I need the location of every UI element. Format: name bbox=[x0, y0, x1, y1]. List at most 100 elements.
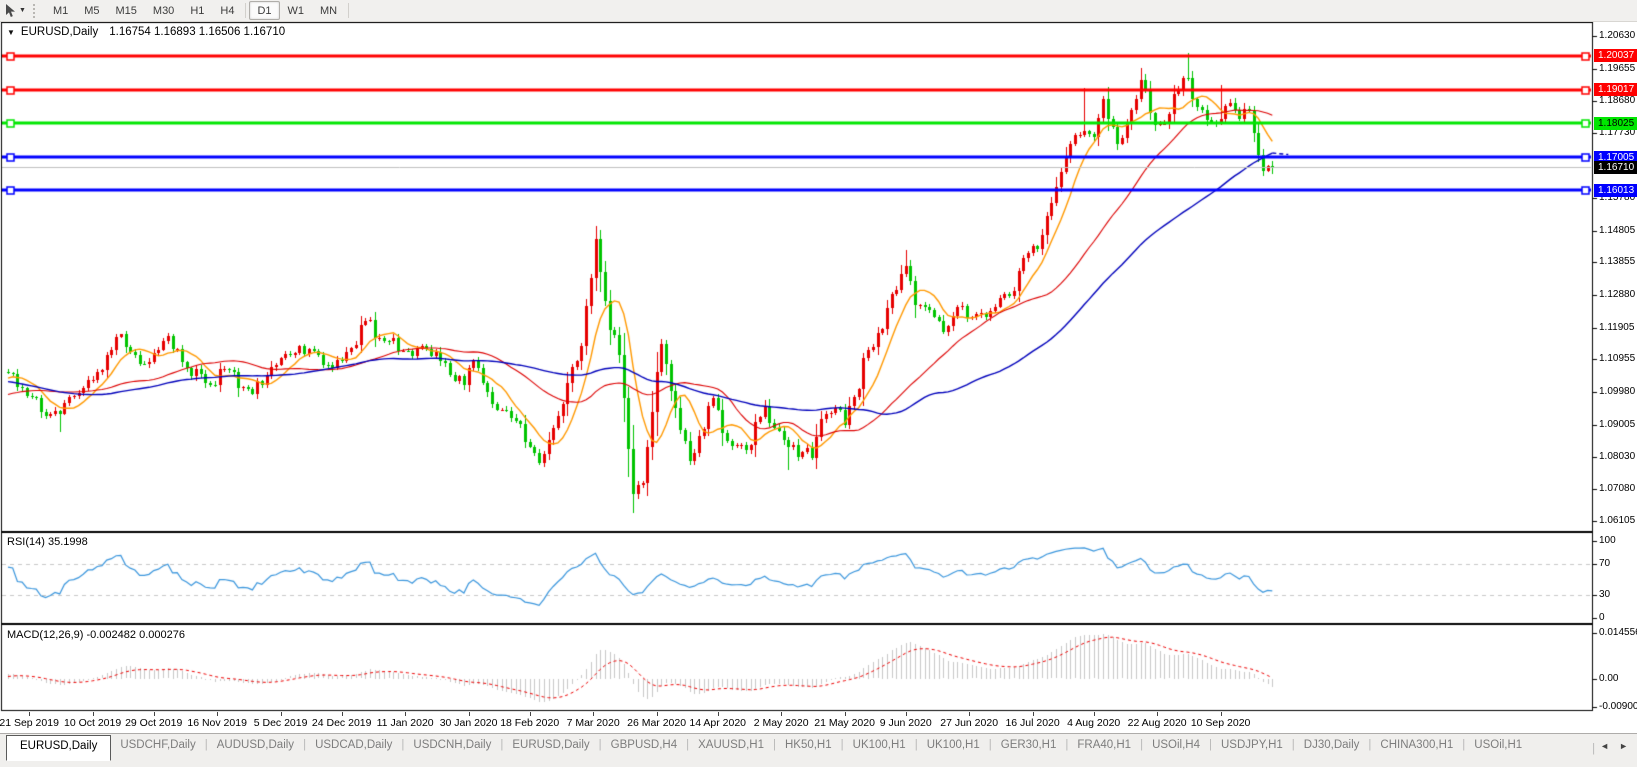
chart-tab-usdcad-daily[interactable]: USDCAD,Daily bbox=[315, 739, 393, 751]
date-tick-mark bbox=[906, 712, 907, 716]
chart-tab-audusd-daily[interactable]: AUDUSD,Daily bbox=[216, 739, 295, 751]
price-level-badge: 1.17005 bbox=[1594, 150, 1637, 164]
chart-tabs: EURUSD,Daily USDCHF,Daily | AUDUSD,Daily | US… bbox=[6, 734, 1531, 761]
chart-tab-ger30-h1[interactable]: GER30,H1 bbox=[1000, 739, 1057, 751]
date-tick-mark bbox=[342, 712, 343, 716]
price-level-badge: 1.19017 bbox=[1594, 83, 1637, 97]
date-tick-label: 29 Oct 2019 bbox=[125, 717, 183, 729]
date-tick-mark bbox=[281, 712, 282, 716]
price-axis-tick: 1.06105 bbox=[1599, 515, 1636, 527]
macd-axis-tick: 0.00 bbox=[1599, 672, 1619, 684]
chart-tab-xauusd-h1[interactable]: XAUUSD,H1 bbox=[698, 739, 764, 751]
timeframe-toolbar: ▼ M1 M5 M15 M30 H1 H4 D1 W1 MN bbox=[0, 0, 1637, 22]
timeframe-button-m5[interactable]: M5 bbox=[84, 4, 100, 17]
tab-divider: | bbox=[1291, 739, 1295, 751]
date-tick-label: 10 Oct 2019 bbox=[63, 717, 122, 729]
rsi-axis-tick: 100 bbox=[1599, 535, 1616, 546]
date-tick-mark bbox=[217, 712, 218, 716]
price-level-badge: 1.20037 bbox=[1594, 49, 1637, 63]
price-chart-canvas[interactable] bbox=[0, 22, 1637, 712]
price-axis-tick: 1.07080 bbox=[1599, 482, 1636, 494]
date-tick-label: 11 Jan 2020 bbox=[376, 717, 434, 729]
date-tick-label: 21 May 2020 bbox=[814, 717, 875, 729]
price-axis-tick: 1.13855 bbox=[1599, 256, 1636, 268]
date-tick-mark bbox=[469, 712, 470, 716]
chart-tab-eurusd-daily[interactable]: EURUSD,Daily bbox=[6, 735, 112, 761]
date-tick-mark bbox=[1221, 712, 1222, 716]
chart-tool-icon[interactable] bbox=[2, 3, 18, 19]
date-tick-mark bbox=[781, 712, 782, 716]
tab-divider: | bbox=[500, 739, 504, 751]
price-axis-tick: 1.09005 bbox=[1599, 418, 1636, 430]
chart-tab-usdjpy-h1[interactable]: USDJPY,H1 bbox=[1221, 739, 1283, 751]
tab-scroll-left-icon[interactable]: ◄ bbox=[1600, 741, 1610, 751]
chart-tab-china300-h1[interactable]: CHINA300,H1 bbox=[1380, 739, 1454, 751]
timeframe-button-h4[interactable]: H4 bbox=[220, 4, 235, 17]
rsi-indicator-label: RSI(14) 35.1998 bbox=[7, 536, 88, 548]
tab-divider: | bbox=[1462, 739, 1466, 751]
chart-tab-fra40-h1[interactable]: FRA40,H1 bbox=[1077, 739, 1132, 751]
timeframe-button-m15[interactable]: M15 bbox=[115, 4, 137, 17]
chart-tab-usoil-h4[interactable]: USOil,H4 bbox=[1152, 739, 1200, 751]
collapse-arrow-icon[interactable]: ▼ bbox=[7, 27, 15, 37]
tab-divider: | bbox=[1368, 739, 1372, 751]
date-tick-mark bbox=[154, 712, 155, 716]
chart-tab-uk100-h1[interactable]: UK100,H1 bbox=[926, 739, 980, 751]
price-axis-tick: 1.11905 bbox=[1599, 321, 1635, 333]
chart-title-symbol: EURUSD,Daily bbox=[20, 26, 99, 38]
chart-tab-hk50-h1[interactable]: HK50,H1 bbox=[784, 739, 832, 751]
chart-title-ohlc: 1.16754 1.16893 1.16506 1.16710 bbox=[109, 26, 286, 38]
macd-axis-tick: 0.014556 bbox=[1599, 627, 1637, 638]
chart-tab-dj30-daily[interactable]: DJ30,Daily bbox=[1303, 739, 1360, 751]
price-axis-tick: 1.10955 bbox=[1599, 353, 1636, 365]
date-tick-mark bbox=[845, 712, 846, 716]
date-tick-label: 30 Jan 2020 bbox=[439, 717, 498, 729]
tab-divider: | bbox=[204, 739, 208, 751]
date-tick-label: 16 Jul 2020 bbox=[1005, 717, 1060, 729]
chart-tab-uk100-h1[interactable]: UK100,H1 bbox=[852, 739, 906, 751]
price-axis-tick: 1.15780 bbox=[1599, 192, 1636, 204]
price-axis-tick: 1.14805 bbox=[1599, 224, 1636, 236]
date-tick-mark bbox=[593, 712, 594, 716]
timeframe-button-h1[interactable]: H1 bbox=[190, 4, 205, 17]
date-tick-label: 22 Aug 2020 bbox=[1127, 717, 1187, 729]
price-axis-tick: 1.19655 bbox=[1599, 62, 1636, 74]
date-tick-mark bbox=[405, 712, 406, 716]
chart-tab-gbpusd-h4[interactable]: GBPUSD,H4 bbox=[610, 739, 678, 751]
date-tick-label: 7 Mar 2020 bbox=[566, 717, 620, 729]
timeframe-button-mn[interactable]: MN bbox=[320, 4, 338, 17]
chart-tabs-bar: EURUSD,Daily USDCHF,Daily | AUDUSD,Daily | US… bbox=[0, 733, 1637, 767]
current-price-badge: 1.16710 bbox=[1594, 160, 1637, 174]
tab-divider: | bbox=[598, 739, 602, 751]
macd-axis-tick: -0.009001 bbox=[1599, 701, 1637, 712]
date-tick-label: 21 Sep 2019 bbox=[0, 717, 59, 729]
date-tick-mark bbox=[93, 712, 94, 716]
date-tick-label: 14 Apr 2020 bbox=[689, 717, 747, 729]
date-tick-mark bbox=[1157, 712, 1158, 716]
toolbar-separator bbox=[348, 3, 350, 18]
chart-tab-eurusd-daily[interactable]: EURUSD,Daily bbox=[512, 739, 590, 751]
toolbar-separator bbox=[245, 3, 247, 18]
tab-scroll-right-icon[interactable]: ► bbox=[1619, 741, 1628, 751]
price-axis-tick: 1.17730 bbox=[1599, 126, 1636, 138]
date-tick-mark bbox=[657, 712, 658, 716]
date-tick-label: 18 Feb 2020 bbox=[500, 717, 560, 729]
rsi-axis-tick: 0 bbox=[1599, 612, 1605, 623]
date-tick-mark bbox=[530, 712, 531, 716]
tab-divider: | bbox=[686, 739, 690, 751]
date-tick-mark bbox=[718, 712, 719, 716]
tab-divider: | bbox=[914, 739, 918, 751]
chart-tab-usdchf-daily[interactable]: USDCHF,Daily bbox=[120, 739, 196, 751]
macd-indicator-label: MACD(12,26,9) -0.002482 0.000276 bbox=[7, 629, 185, 641]
price-axis-tick: 1.09980 bbox=[1599, 385, 1636, 397]
timeframe-button-m1[interactable]: M1 bbox=[52, 4, 69, 17]
timeframe-button-d1[interactable]: D1 bbox=[249, 1, 280, 20]
tab-scroll-arrows: | ◄ ► bbox=[1592, 734, 1633, 758]
tab-divider: | bbox=[988, 739, 992, 751]
chart-tool-dropdown-caret[interactable]: ▼ bbox=[19, 7, 26, 14]
chart-tab-usdcnh-daily[interactable]: USDCNH,Daily bbox=[413, 739, 492, 751]
timeframe-button-m30[interactable]: M30 bbox=[152, 4, 175, 17]
timeframe-button-w1[interactable]: W1 bbox=[287, 4, 305, 17]
chart-tab-usoil-h1[interactable]: USOil,H1 bbox=[1474, 739, 1523, 751]
